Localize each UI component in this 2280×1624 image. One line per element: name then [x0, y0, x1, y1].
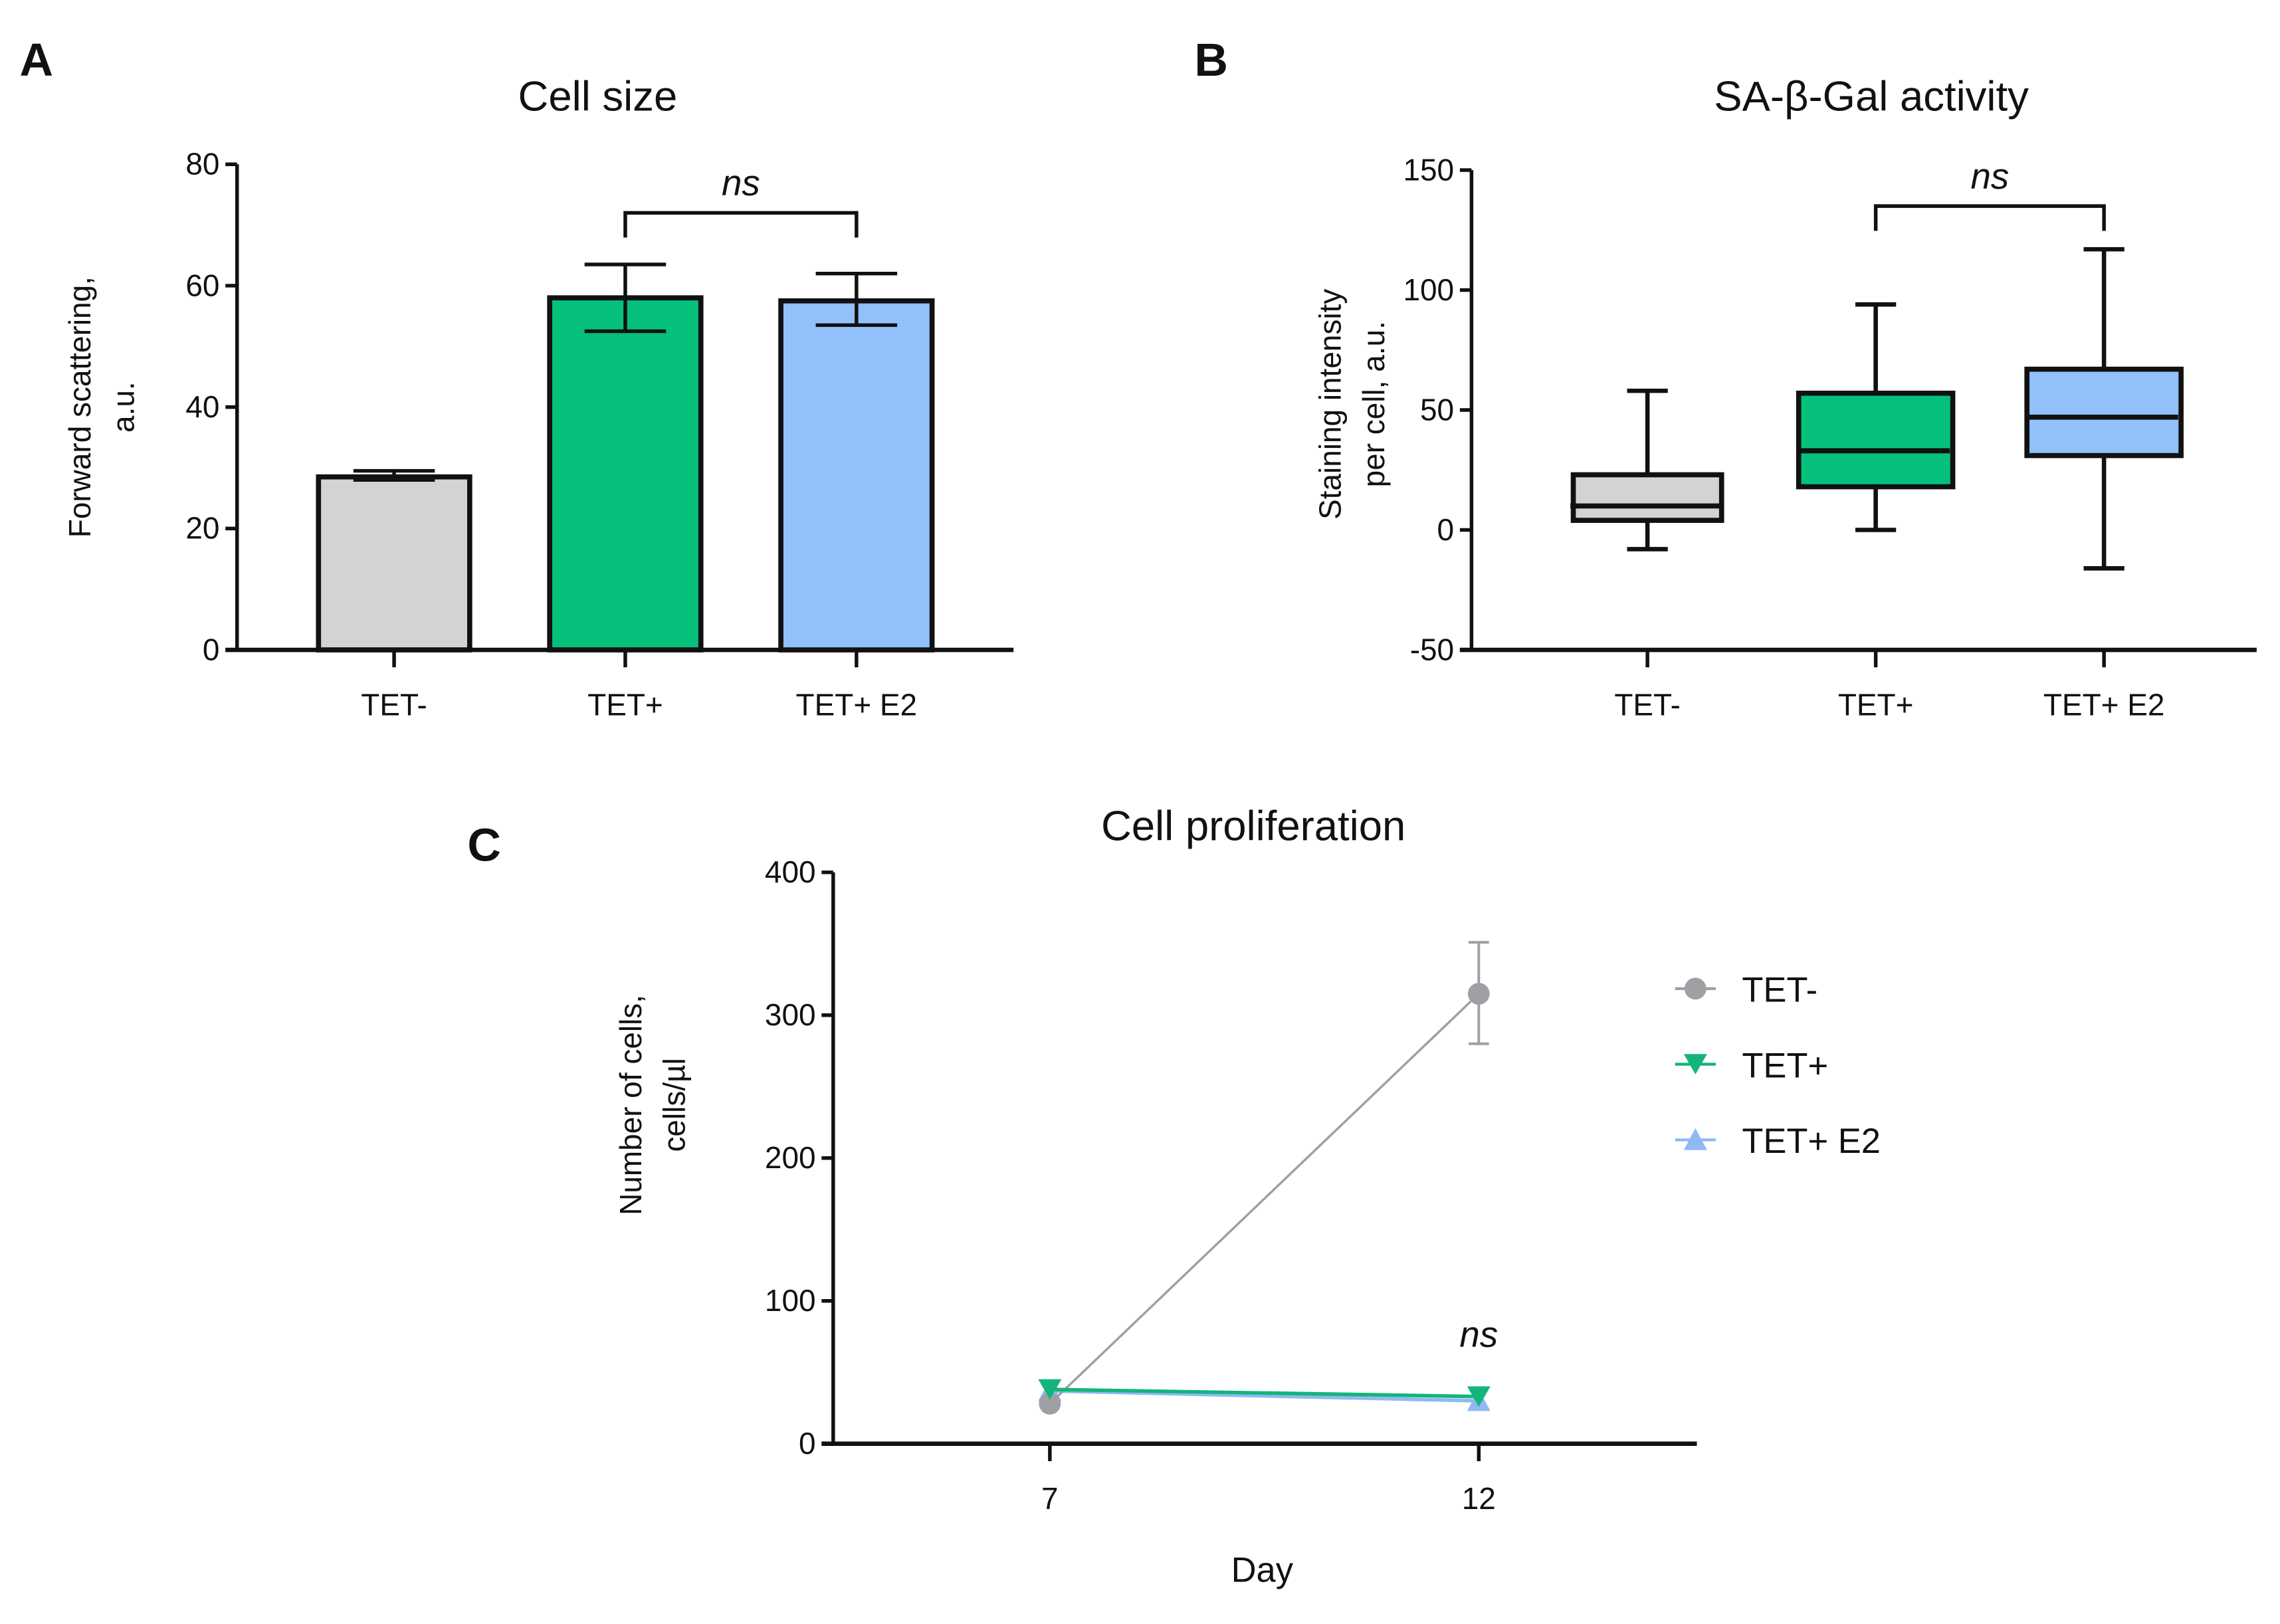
legend-marker [1684, 977, 1707, 1000]
x-tick-label: TET+ E2 [2043, 687, 2165, 722]
box-tet-e2 [2024, 366, 2184, 458]
y-tick-label: 150 [1403, 152, 1454, 187]
chart-title: Cell size [518, 73, 678, 120]
panel-a: A Cell size 0 20 40 60 80 Forward scattering, a.… [20, 34, 1014, 722]
legend-label: TET- [1742, 971, 1817, 1010]
x-tick-label: TET- [1614, 687, 1681, 722]
significance-label: ns [722, 162, 760, 203]
y-tick-label: 80 [185, 147, 219, 181]
legend-item: TET- [1675, 971, 1817, 1010]
y-tick-label: 60 [185, 268, 219, 302]
legend-item: TET+ [1675, 1046, 1828, 1085]
panel-label: A [20, 34, 54, 86]
series-line [1049, 1387, 1479, 1399]
panel-label: C [467, 819, 501, 870]
legend-item: TET+ E2 [1675, 1122, 1881, 1161]
significance-label: ns [1971, 155, 2010, 197]
panel-label: B [1194, 34, 1228, 86]
series-tet- [1039, 941, 1490, 1415]
significance-label: ns [1459, 1314, 1498, 1355]
panel-b: B SA-β-Gal activity -50 0 50 100 150 Staining i… [1194, 34, 2257, 722]
y-tick-label: 400 [765, 855, 816, 889]
x-axis-label: Day [1231, 1551, 1294, 1590]
chart-title: SA-β-Gal activity [1714, 73, 2029, 120]
legend-label: TET+ E2 [1742, 1122, 1881, 1161]
y-tick-label: 0 [1437, 512, 1455, 547]
y-tick-label: 100 [765, 1283, 816, 1318]
y-axis-label: a.u. [106, 381, 140, 433]
y-axis-label: Forward scattering, [62, 276, 97, 538]
x-tick-label: TET+ [587, 687, 663, 722]
legend-marker [1683, 1128, 1707, 1150]
y-tick-label: 40 [185, 389, 219, 424]
panel-c: C Cell proliferation 0 100 200 300 400 Number o… [467, 803, 1881, 1590]
y-tick-label: -50 [1410, 632, 1454, 666]
legend: TET- TET+ TET+ E2 [1675, 971, 1881, 1161]
y-tick-label: 0 [203, 632, 220, 666]
y-tick-label: 50 [1420, 392, 1454, 427]
series-tet- [1038, 1379, 1491, 1407]
y-tick-label: 20 [185, 511, 219, 546]
y-tick-label: 300 [765, 997, 816, 1032]
y-axis-label: per cell, a.u. [1356, 321, 1391, 487]
data-point [1467, 1386, 1491, 1407]
chart-title: Cell proliferation [1101, 803, 1405, 850]
y-axis-label: cells/µl [657, 1058, 692, 1152]
x-tick-label: TET+ E2 [796, 687, 918, 722]
bar-tet-e2 [778, 298, 935, 653]
x-tick-label: TET+ [1838, 687, 1914, 722]
legend-label: TET+ [1742, 1046, 1828, 1085]
bar-tet- [547, 295, 704, 653]
x-tick-label: TET- [361, 687, 427, 722]
y-axis-label: Number of cells, [613, 995, 648, 1215]
significance-bracket [1873, 204, 2106, 231]
data-point [1039, 1393, 1061, 1415]
series-line [1049, 1389, 1479, 1403]
bar-tet- [316, 474, 472, 653]
y-tick-label: 200 [765, 1140, 816, 1175]
legend-marker [1683, 1054, 1707, 1074]
box-tet- [1570, 472, 1724, 523]
significance-bracket [623, 211, 859, 238]
y-tick-label: 0 [799, 1426, 816, 1461]
x-tick-label: 7 [1041, 1481, 1059, 1516]
data-point [1467, 983, 1490, 1005]
data-point [1038, 1379, 1062, 1400]
box-tet- [1796, 390, 1956, 490]
y-tick-label: 100 [1403, 272, 1454, 307]
x-tick-label: 12 [1462, 1481, 1496, 1516]
y-axis-label: Staining intensity [1312, 289, 1347, 520]
series-line [1049, 993, 1480, 1405]
